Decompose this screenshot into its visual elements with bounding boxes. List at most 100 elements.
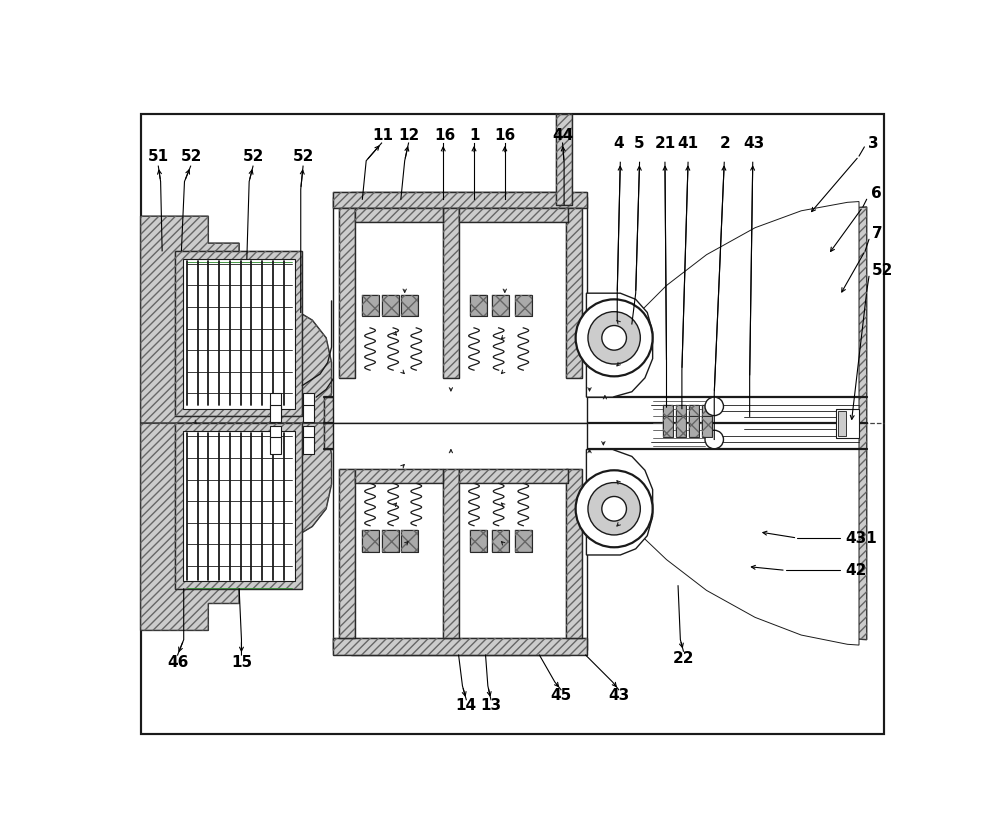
Bar: [382, 530, 399, 552]
Text: 1: 1: [470, 128, 480, 143]
Circle shape: [576, 300, 653, 377]
Text: 14: 14: [456, 698, 477, 712]
Bar: [303, 405, 314, 422]
Bar: [401, 294, 418, 316]
Bar: [183, 258, 295, 409]
Text: 12: 12: [398, 128, 419, 143]
Bar: [470, 294, 487, 316]
Polygon shape: [141, 424, 332, 630]
Bar: [676, 415, 686, 437]
Bar: [339, 208, 355, 378]
Bar: [382, 294, 399, 316]
Bar: [324, 397, 586, 424]
Bar: [362, 294, 379, 316]
Bar: [459, 208, 568, 222]
Bar: [270, 425, 281, 442]
Bar: [459, 469, 568, 482]
Text: 7: 7: [872, 227, 883, 242]
Bar: [459, 208, 568, 222]
Polygon shape: [586, 424, 859, 645]
Bar: [663, 415, 673, 437]
Bar: [401, 530, 418, 552]
Bar: [702, 405, 712, 431]
Polygon shape: [141, 216, 332, 424]
Text: 21: 21: [654, 136, 676, 150]
Text: 41: 41: [677, 136, 699, 150]
Bar: [333, 638, 587, 655]
Circle shape: [602, 497, 626, 521]
Bar: [492, 530, 509, 552]
Bar: [515, 294, 532, 316]
Text: 16: 16: [494, 128, 515, 143]
Text: 4: 4: [613, 136, 624, 150]
Bar: [355, 208, 443, 222]
Text: 3: 3: [868, 136, 879, 150]
Bar: [702, 415, 712, 437]
Polygon shape: [586, 450, 653, 555]
Text: 43: 43: [608, 688, 629, 703]
Bar: [339, 208, 355, 378]
Bar: [270, 405, 281, 422]
Bar: [333, 191, 587, 208]
Bar: [303, 393, 314, 410]
Text: 13: 13: [480, 698, 502, 712]
Circle shape: [705, 430, 723, 449]
Bar: [175, 251, 302, 416]
Bar: [443, 208, 459, 378]
Bar: [556, 114, 572, 205]
Bar: [333, 191, 587, 208]
Bar: [663, 415, 673, 437]
Bar: [689, 415, 699, 437]
Polygon shape: [586, 424, 867, 639]
Bar: [676, 415, 686, 437]
Bar: [175, 424, 302, 589]
Bar: [183, 431, 295, 581]
Bar: [566, 208, 582, 378]
Bar: [362, 294, 379, 316]
Bar: [443, 469, 459, 638]
Bar: [355, 469, 443, 482]
Bar: [303, 437, 314, 454]
Bar: [838, 411, 846, 435]
Text: 46: 46: [167, 655, 188, 670]
Bar: [689, 405, 699, 431]
Bar: [676, 405, 686, 431]
Text: 5: 5: [634, 136, 645, 150]
Bar: [689, 405, 699, 431]
Circle shape: [576, 471, 653, 547]
Text: 52: 52: [242, 149, 264, 164]
Text: 43: 43: [744, 136, 765, 150]
Text: 45: 45: [550, 688, 572, 703]
Bar: [270, 393, 281, 410]
Bar: [515, 530, 532, 552]
Text: 2: 2: [720, 136, 730, 150]
Bar: [702, 405, 712, 431]
Bar: [401, 294, 418, 316]
Bar: [689, 415, 699, 437]
Bar: [333, 638, 587, 655]
Circle shape: [705, 397, 723, 415]
Bar: [175, 424, 302, 589]
Polygon shape: [586, 293, 653, 397]
Bar: [362, 530, 379, 552]
Bar: [382, 530, 399, 552]
Bar: [443, 208, 459, 378]
Text: 16: 16: [434, 128, 455, 143]
Bar: [663, 405, 673, 431]
Bar: [492, 530, 509, 552]
Text: 11: 11: [373, 128, 394, 143]
Bar: [492, 294, 509, 316]
Bar: [470, 530, 487, 552]
Polygon shape: [333, 424, 587, 655]
Text: 51: 51: [148, 149, 169, 164]
Polygon shape: [333, 191, 587, 424]
Text: 6: 6: [871, 185, 881, 201]
Bar: [556, 114, 572, 205]
Circle shape: [588, 311, 640, 364]
Bar: [470, 530, 487, 552]
Text: 52: 52: [292, 149, 314, 164]
Bar: [339, 469, 355, 638]
Text: 44: 44: [552, 128, 573, 143]
Circle shape: [602, 326, 626, 350]
Bar: [324, 424, 586, 450]
